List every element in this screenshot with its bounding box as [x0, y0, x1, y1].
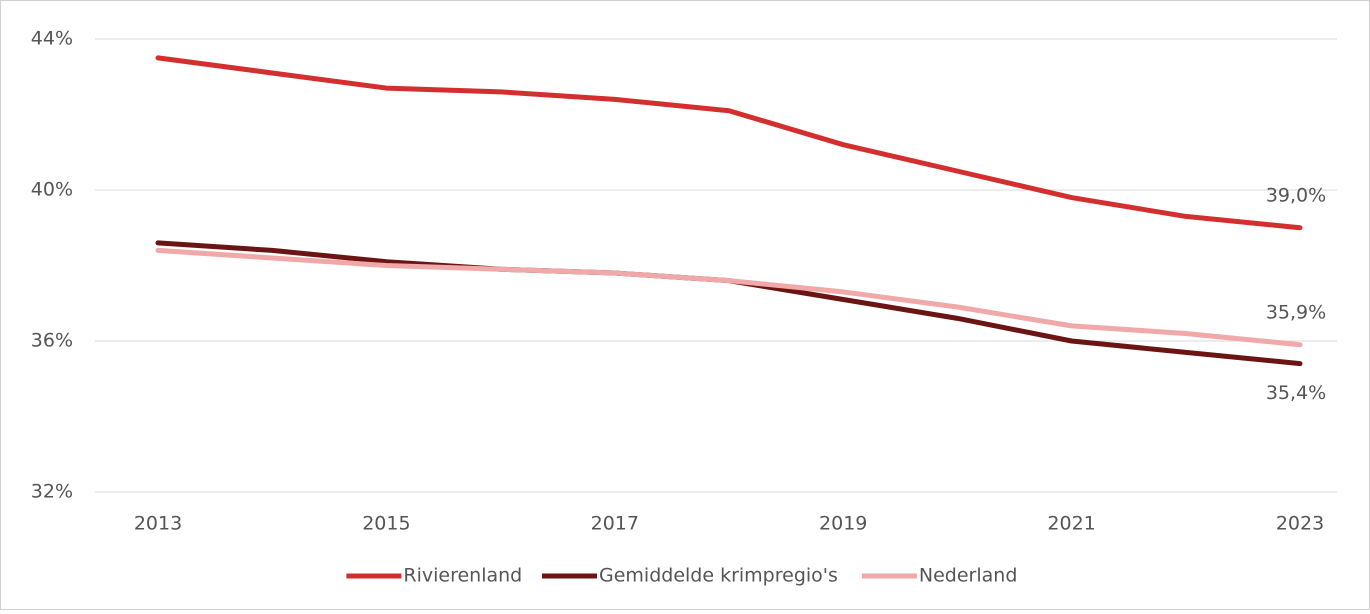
x-tick-label: 2013 [134, 513, 182, 535]
data-label: 39,0% [1266, 184, 1326, 206]
x-tick-label: 2017 [591, 513, 639, 535]
series-line [155, 55, 1303, 231]
x-tick-label: 2023 [1276, 513, 1324, 535]
legend-label: Rivierenland [403, 565, 522, 587]
y-tick-label: 44% [31, 28, 73, 50]
y-tick-label: 32% [31, 481, 73, 503]
x-tick-label: 2021 [1047, 513, 1095, 535]
series-line [155, 247, 1303, 348]
legend-label: Gemiddelde krimpregio's [599, 565, 838, 587]
x-tick-label: 2015 [362, 513, 410, 535]
legend-label: Nederland [919, 565, 1018, 587]
data-label: 35,4% [1266, 382, 1326, 404]
data-label: 35,9% [1266, 301, 1326, 323]
y-tick-label: 36% [31, 330, 73, 352]
x-tick-label: 2019 [819, 513, 867, 535]
y-tick-label: 40% [31, 179, 73, 201]
